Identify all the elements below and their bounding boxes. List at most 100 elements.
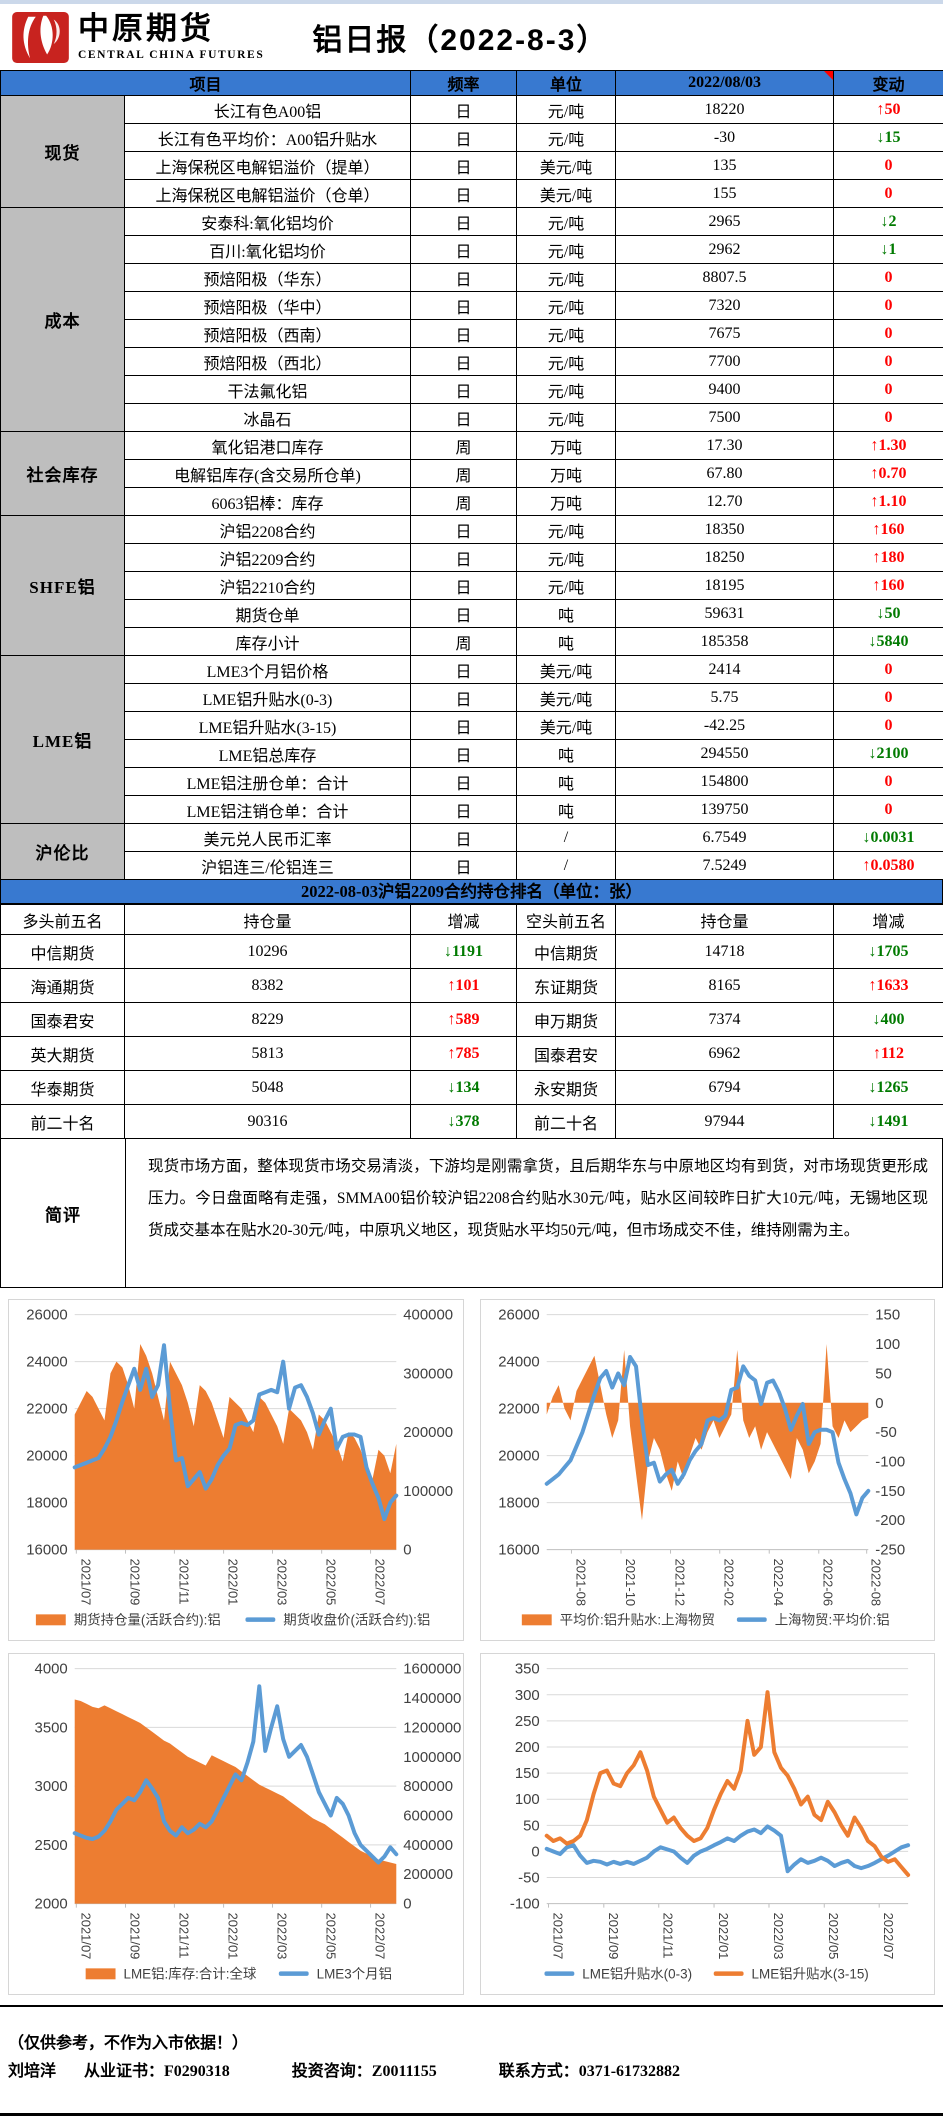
column-header: 项目 (1, 71, 411, 96)
value: 154800 (616, 768, 834, 796)
svg-text:2022/03: 2022/03 (770, 1913, 785, 1960)
svg-text:2021/07: 2021/07 (550, 1913, 565, 1960)
value: 18220 (616, 96, 834, 124)
svg-text:350: 350 (514, 1661, 539, 1678)
change-value: ↓2 (834, 208, 943, 236)
svg-text:2022/01: 2022/01 (226, 1559, 241, 1606)
svg-text:2022-04: 2022-04 (771, 1559, 786, 1606)
item-name: 库存小计 (125, 628, 411, 656)
value: 2965 (616, 208, 834, 236)
svg-text:2022/07: 2022/07 (373, 1913, 388, 1960)
analyst-cert: 从业证书：F0290318 (84, 2057, 230, 2081)
svg-text:LME铝升贴水(0-3): LME铝升贴水(0-3) (582, 1966, 692, 1981)
member-name: 前二十名 (517, 1105, 616, 1139)
svg-text:1000000: 1000000 (403, 1749, 461, 1766)
table-row: 沪伦比美元兑人民币汇率日/6.7549↓0.0031 (1, 824, 943, 852)
value: 7500 (616, 404, 834, 432)
svg-text:LME3个月铝: LME3个月铝 (317, 1966, 392, 1981)
svg-text:1600000: 1600000 (403, 1661, 461, 1678)
change-value: ↑589 (411, 1003, 517, 1037)
svg-text:16000: 16000 (26, 1542, 68, 1559)
unit: 万吨 (517, 460, 616, 488)
svg-text:-250: -250 (875, 1542, 905, 1559)
unit: 美元/吨 (517, 684, 616, 712)
svg-text:22000: 22000 (498, 1401, 540, 1418)
ranking-head: 多头前五名持仓量增减空头前五名持仓量增减 (1, 905, 943, 935)
member-name: 英大期货 (1, 1037, 125, 1071)
open-interest: 14718 (616, 935, 834, 969)
open-interest: 10296 (125, 935, 411, 969)
member-name: 华泰期货 (1, 1071, 125, 1105)
frequency: 日 (411, 600, 517, 628)
contact-line: 刘培洋 从业证书：F0290318 投资咨询：Z0011155 联系方式：037… (8, 2057, 943, 2081)
unit: 元/吨 (517, 348, 616, 376)
item-name: 冰晶石 (125, 404, 411, 432)
unit: 元/吨 (517, 264, 616, 292)
group-label: 沪伦比 (1, 824, 125, 880)
brand-subtitle: CENTRAL CHINA FUTURES (78, 49, 264, 61)
frequency: 日 (411, 208, 517, 236)
unit: 元/吨 (517, 124, 616, 152)
svg-text:0: 0 (531, 1843, 539, 1860)
change-value: ↓0.0031 (834, 824, 943, 852)
item-name: 沪铝2210合约 (125, 572, 411, 600)
column-header: 空头前五名 (517, 905, 616, 935)
table-row: 长江有色平均价：A00铝升贴水日元/吨-30↓15 (1, 124, 943, 152)
column-header: 增减 (411, 905, 517, 935)
frequency: 日 (411, 404, 517, 432)
member-name: 中信期货 (517, 935, 616, 969)
value: 155 (616, 180, 834, 208)
value: 5.75 (616, 684, 834, 712)
value: 2414 (616, 656, 834, 684)
svg-text:150: 150 (514, 1765, 539, 1782)
item-name: 上海保税区电解铝溢价（仓单） (125, 180, 411, 208)
change-value: ↓400 (834, 1003, 943, 1037)
change-value: ↑50 (834, 96, 943, 124)
commentary-label: 简评 (1, 1139, 126, 1287)
unit: 元/吨 (517, 320, 616, 348)
svg-text:0: 0 (403, 1896, 411, 1913)
unit: 万吨 (517, 488, 616, 516)
unit: 元/吨 (517, 236, 616, 264)
change-value: ↑1633 (834, 969, 943, 1003)
unit: 元/吨 (517, 208, 616, 236)
svg-text:平均价:铝升贴水:上海物贸: 平均价:铝升贴水:上海物贸 (559, 1612, 714, 1627)
spacer (230, 2057, 292, 2081)
contact-phone: 联系方式：0371-61732882 (499, 2057, 680, 2081)
svg-text:2022-08: 2022-08 (868, 1559, 883, 1606)
svg-text:2022/07: 2022/07 (881, 1913, 896, 1960)
change-value: 0 (834, 264, 943, 292)
unit: 元/吨 (517, 292, 616, 320)
brand-logo-icon (12, 12, 69, 63)
svg-text:2500: 2500 (35, 1837, 68, 1854)
change-value: 0 (834, 712, 943, 740)
svg-text:-50: -50 (875, 1424, 897, 1441)
item-name: 干法氟化铝 (125, 376, 411, 404)
item-name: 沪铝2208合约 (125, 516, 411, 544)
open-interest: 7374 (616, 1003, 834, 1037)
item-name: 氧化铝港口库存 (125, 432, 411, 460)
svg-text:2021/09: 2021/09 (605, 1913, 620, 1960)
svg-text:200000: 200000 (403, 1866, 453, 1883)
member-name: 永安期货 (517, 1071, 616, 1105)
value: 135 (616, 152, 834, 180)
group-label: 现货 (1, 96, 125, 208)
open-interest: 6794 (616, 1071, 834, 1105)
frequency: 日 (411, 96, 517, 124)
svg-text:2022/03: 2022/03 (274, 1913, 289, 1960)
value: -42.25 (616, 712, 834, 740)
change-value: ↑1.10 (834, 488, 943, 516)
column-header: 2022/08/03 (616, 71, 834, 96)
